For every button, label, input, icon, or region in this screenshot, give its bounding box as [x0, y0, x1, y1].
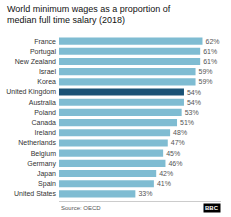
- svg-text:Netherlands: Netherlands: [18, 139, 56, 146]
- svg-text:47%: 47%: [171, 139, 185, 146]
- svg-text:Canada: Canada: [31, 119, 56, 126]
- svg-text:Belgium: Belgium: [31, 150, 56, 158]
- svg-text:United Kingdom: United Kingdom: [6, 88, 56, 96]
- svg-text:59%: 59%: [199, 68, 213, 75]
- svg-text:New Zealand: New Zealand: [15, 58, 56, 65]
- svg-text:Portugal: Portugal: [30, 48, 57, 56]
- svg-text:Korea: Korea: [37, 78, 56, 85]
- svg-text:54%: 54%: [187, 89, 201, 96]
- svg-text:France: France: [34, 38, 56, 45]
- svg-text:BBC: BBC: [205, 205, 219, 211]
- svg-text:Spain: Spain: [38, 180, 56, 188]
- svg-text:62%: 62%: [205, 38, 219, 45]
- svg-text:61%: 61%: [203, 48, 217, 55]
- svg-text:48%: 48%: [173, 129, 187, 136]
- svg-text:33%: 33%: [138, 190, 152, 197]
- svg-text:53%: 53%: [185, 109, 199, 116]
- svg-text:45%: 45%: [166, 150, 180, 157]
- svg-text:Ireland: Ireland: [35, 129, 57, 136]
- svg-text:World minimum wages as a propo: World minimum wages as a proportion ofme…: [7, 4, 171, 26]
- svg-text:Source: OECD: Source: OECD: [61, 205, 101, 211]
- svg-text:United States: United States: [14, 190, 57, 197]
- svg-text:46%: 46%: [168, 160, 182, 167]
- svg-text:61%: 61%: [203, 58, 217, 65]
- svg-text:42%: 42%: [159, 170, 173, 177]
- svg-text:Japan: Japan: [37, 170, 56, 178]
- svg-text:51%: 51%: [180, 119, 194, 126]
- svg-text:Germany: Germany: [27, 160, 56, 168]
- svg-text:Poland: Poland: [34, 109, 56, 116]
- svg-text:Israel: Israel: [39, 68, 57, 75]
- svg-text:54%: 54%: [187, 99, 201, 106]
- svg-text:Australia: Australia: [29, 99, 56, 106]
- svg-text:41%: 41%: [157, 180, 171, 187]
- svg-text:59%: 59%: [199, 78, 213, 85]
